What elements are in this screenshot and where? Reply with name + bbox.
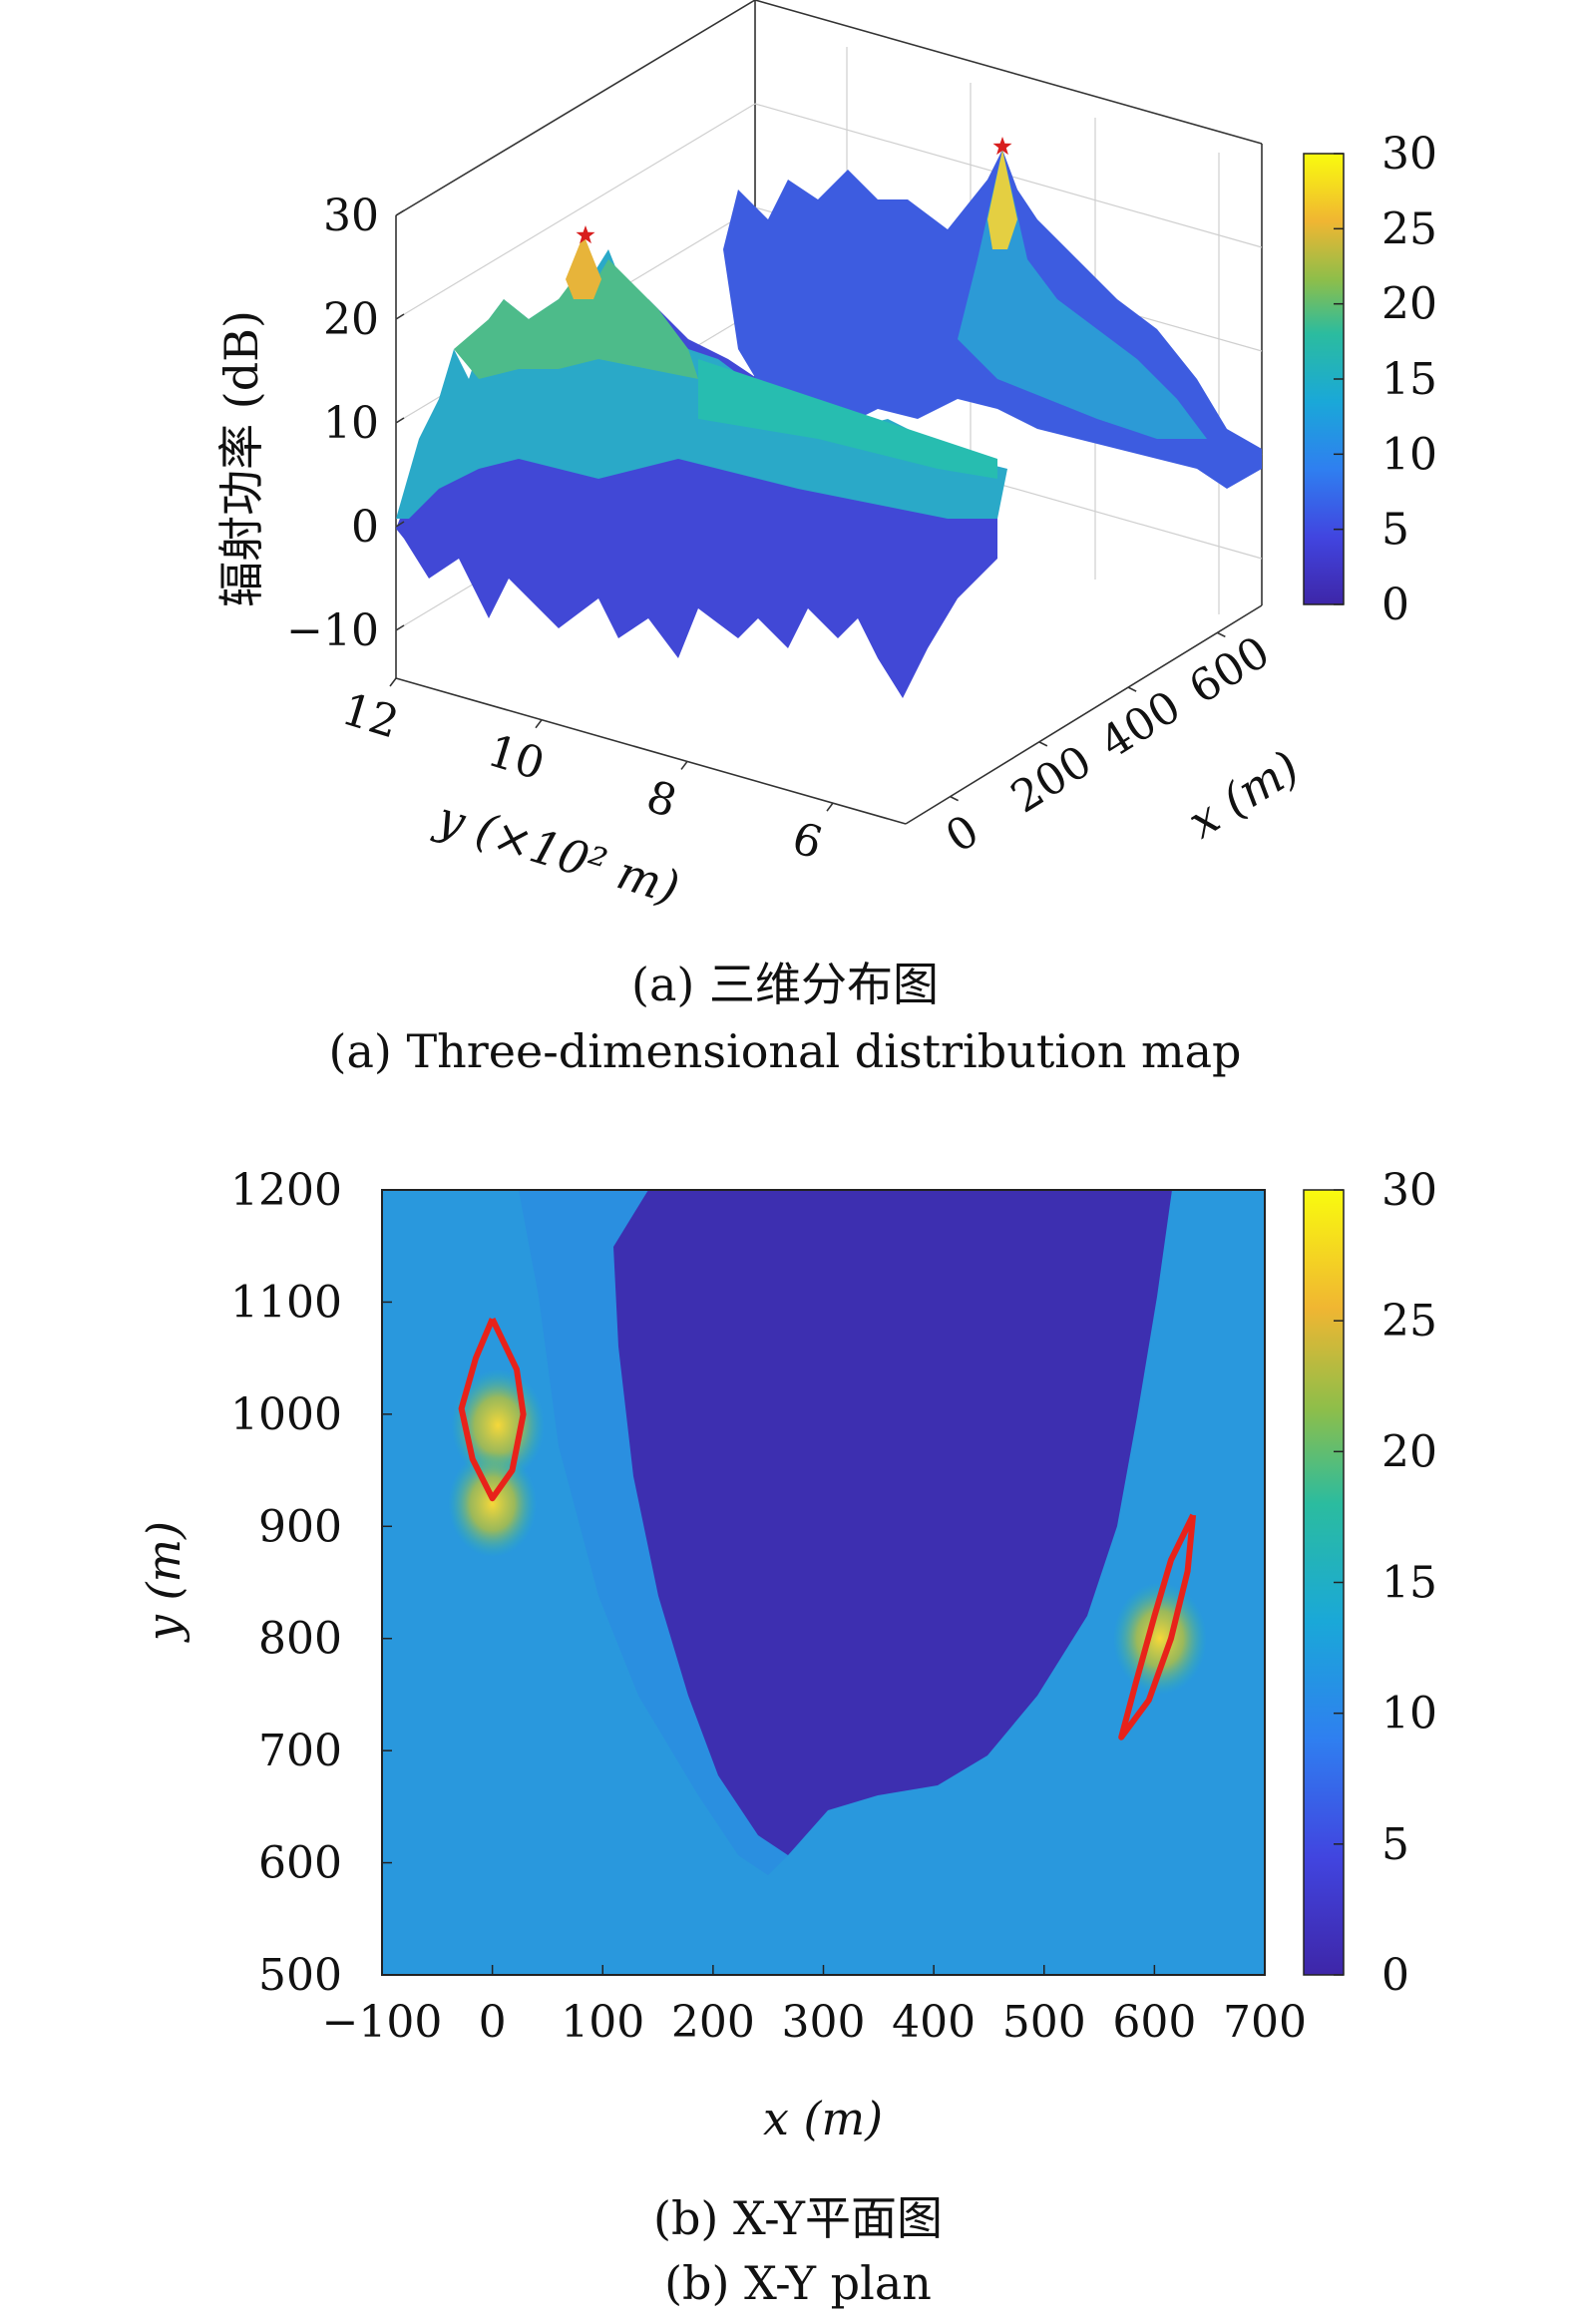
- heatmap-x-tick-label: 500: [1002, 1997, 1086, 2048]
- y3-tick-mark: [535, 719, 543, 729]
- heatmap-y-tick-label: 1200: [230, 1165, 342, 1216]
- heatmap-field: [382, 1190, 1265, 1975]
- surface-left-peak: [566, 234, 601, 299]
- x3-tick-label: 0: [938, 805, 988, 863]
- surface-mesh: [396, 150, 1262, 698]
- heatmap-y-tick-label: 800: [258, 1614, 342, 1665]
- colorbar-tick-label: 30: [1381, 1165, 1437, 1216]
- colorbar-tick-label: 5: [1381, 1819, 1409, 1870]
- heatmap-y-ticks: 1200 1100 1000 900 800 700 600 500: [230, 1165, 392, 2001]
- heatmap-y-tick-label: 1100: [230, 1277, 342, 1328]
- heatmap-hotspot: [448, 1450, 538, 1558]
- z-tick-mark: [395, 417, 405, 424]
- heatmap-contour: [458, 1317, 527, 1502]
- colorbar-tick-label: 0: [1381, 1950, 1409, 2001]
- peak-markers: [576, 137, 1012, 244]
- heatmap-x-tick-label: 200: [671, 1997, 755, 2048]
- colorbar-tick-label: 25: [1381, 203, 1437, 254]
- z-axis-ticks: 30 20 10 0 −10: [286, 191, 405, 656]
- colorbar-a-ticks: 30 25 20 15 10 5 0: [1334, 129, 1437, 630]
- heatmap-y-tick-label: 700: [258, 1726, 342, 1776]
- z-tick-mark: [395, 313, 405, 320]
- y3-tick-label: 8: [640, 771, 682, 828]
- colorbar-tick-label: 10: [1381, 429, 1437, 480]
- colorbar-tick-label: 15: [1381, 1558, 1437, 1609]
- z-tick-mark: [395, 521, 405, 528]
- colorbar-tick-label: 0: [1381, 580, 1409, 630]
- y3-tick-label: 12: [336, 684, 404, 749]
- y3-tick-mark: [826, 802, 834, 812]
- colorbar-tick-label: 30: [1381, 129, 1437, 180]
- x3-tick-mark: [1217, 631, 1226, 638]
- z-axis-label: 辐射功率 (dB): [214, 310, 268, 607]
- colorbar-tick-label: 20: [1381, 1426, 1437, 1477]
- z-tick-label: 30: [323, 191, 379, 241]
- heatmap-y-label: y (m): [137, 1521, 191, 1643]
- heatmap-hotspot: [1113, 1582, 1207, 1695]
- heatmap-outer-field: [382, 1190, 1265, 1975]
- heatmap-contours: [458, 1317, 1197, 1741]
- z-tick-mark: [395, 624, 405, 631]
- heatmap-x-tick-label: 700: [1223, 1997, 1307, 2048]
- caption-b-en: (b) X-Y plan: [664, 2256, 932, 2310]
- heatmap-x-tick-label: 400: [892, 1997, 976, 2048]
- y3-tick-label: 10: [482, 725, 550, 790]
- heatmap-low-region: [613, 1190, 1172, 1855]
- caption-a-en: (a) Three-dimensional distribution map: [329, 1024, 1242, 1078]
- heatmap-x-tick-label: 300: [782, 1997, 866, 2048]
- heatmap-y-tick-label: 500: [258, 1950, 342, 2001]
- z-tick-mark: [395, 209, 405, 216]
- heatmap-y-tick-label: 1000: [230, 1389, 342, 1440]
- z-tick-label: 20: [323, 294, 379, 345]
- heatmap-x-tick-label: 600: [1112, 1997, 1196, 2048]
- heatmap-x-tick-label: 0: [479, 1997, 507, 2048]
- x3-tick-mark: [950, 795, 959, 802]
- x3-tick-label: 200: [1002, 736, 1100, 824]
- caption-a-cn: (a) 三维分布图: [631, 958, 939, 1011]
- heatmap-y-tick-label: 600: [258, 1838, 342, 1889]
- x-axis-label-3d: x (m): [1178, 740, 1308, 849]
- surface-right-peak: [987, 150, 1017, 249]
- heatmap-x-ticks: −100 0 100 200 300 400 500 600 700: [322, 1965, 1307, 2048]
- z-tick-label: 10: [323, 398, 379, 449]
- colorbar-tick-label: 15: [1381, 354, 1437, 405]
- caption-b-cn: (b) X-Y平面图: [653, 2191, 943, 2245]
- heatmap-x-tick-label: 100: [561, 1997, 644, 2048]
- colorbar-tick-label: 25: [1381, 1296, 1437, 1347]
- y3-tick-label: 6: [786, 813, 828, 870]
- colorbar-tick-label: 20: [1381, 279, 1437, 330]
- peak-star-marker: [992, 137, 1012, 156]
- surface-right-slope: [958, 150, 1207, 439]
- y3-tick-mark: [389, 677, 397, 687]
- colorbar-tick-label: 10: [1381, 1689, 1437, 1740]
- heatmap-x-label: x (m): [763, 2092, 883, 2145]
- heatmap-x-tick-label: −100: [322, 1997, 443, 2048]
- x3-tick-label: 600: [1181, 626, 1279, 714]
- x3-tick-label: 400: [1091, 681, 1189, 769]
- surface-valley-edge: [698, 359, 997, 479]
- heatmap-y-tick-label: 900: [258, 1501, 342, 1552]
- colorbar-tick-label: 5: [1381, 505, 1409, 556]
- colorbar-b-ticks: 30 25 20 15 10 5 0: [1334, 1165, 1437, 2001]
- surface-left-ridge: [454, 235, 698, 379]
- z-tick-label: −10: [286, 605, 379, 656]
- y3-tick-mark: [680, 760, 688, 770]
- z-tick-label: 0: [351, 502, 379, 553]
- x3-tick-mark: [1038, 741, 1048, 747]
- heatmap-contour: [1118, 1513, 1197, 1741]
- x3-tick-mark: [1127, 686, 1137, 692]
- peak-star-marker: [576, 225, 595, 244]
